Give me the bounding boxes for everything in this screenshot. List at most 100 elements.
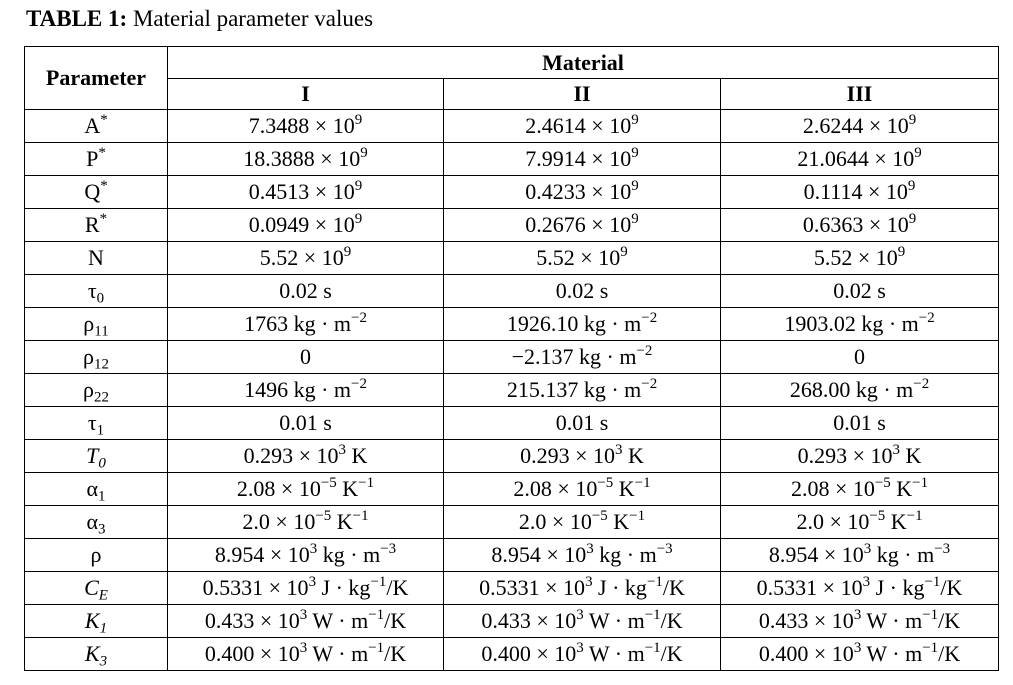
value-unit: K xyxy=(336,476,359,501)
value-unit: J · kg xyxy=(870,575,925,600)
table-row: ρ22 1496 kg · m−2 215.137 kg · m−2 268.00 k… xyxy=(24,373,1000,407)
value-mantissa: 2.0 × 10 xyxy=(796,509,870,534)
value-mantissa: 0.01 s xyxy=(555,410,609,435)
value-exponent: 3 xyxy=(576,640,584,657)
header-material-ii: II xyxy=(443,78,721,110)
parameter-name: CE xyxy=(84,575,108,604)
parameter-name: K1 xyxy=(85,608,107,636)
value-cell: 0.0949 × 109 xyxy=(167,208,444,242)
parameter-name: ρ22 xyxy=(83,377,109,406)
value-cell: 2.0 × 10−5 K−1 xyxy=(719,505,1000,539)
parameter-symbol: α xyxy=(86,476,99,501)
table-row: T0 0.293 × 103 K 0.293 × 103 K 0.293 × 103 … xyxy=(24,439,1000,473)
value-mantissa: 268.00 kg · m xyxy=(789,377,914,402)
value-unit-exponent: −1 xyxy=(646,574,663,591)
value-mantissa: 0.293 × 10 xyxy=(797,443,893,468)
value-unit-exponent: −3 xyxy=(380,541,397,558)
value-cell: 0.400 × 103 W · m−1/K xyxy=(167,637,444,671)
value-cell: −2.137 kg · m−2 xyxy=(443,340,721,374)
table-row: Q* 0.4513 × 109 0.4233 × 109 0.1114 × 109 xyxy=(24,175,1000,209)
parameter-subscript: 1 xyxy=(96,422,105,439)
parameter-name: Q* xyxy=(84,179,107,205)
value-unit-tail: /K xyxy=(940,575,963,600)
value-unit-exponent: −1 xyxy=(634,475,651,492)
value-mantissa: 2.0 × 10 xyxy=(242,509,316,534)
parameter-subscript: 12 xyxy=(94,356,109,373)
parameter-symbol: Q xyxy=(84,179,101,204)
value-cell: 0.4233 × 109 xyxy=(443,175,721,209)
value-unit-exponent: −1 xyxy=(906,508,923,525)
value-exponent: 9 xyxy=(631,211,639,228)
value-unit-tail: /K xyxy=(660,608,683,633)
value-mantissa: 0.5331 × 10 xyxy=(756,575,863,600)
value-unit-exponent: −1 xyxy=(629,508,646,525)
value-unit-exponent: −3 xyxy=(656,541,673,558)
parameter-cell: N xyxy=(24,241,168,275)
value-cell: 0.5331 × 103 J · kg−1/K xyxy=(167,571,444,605)
value-exponent: 3 xyxy=(338,442,346,459)
table-caption: TABLE 1: Material parameter values xyxy=(26,6,373,32)
value-cell: 0 xyxy=(719,340,1000,374)
parameter-superscript: * xyxy=(98,145,106,162)
value-cell: 7.9914 × 109 xyxy=(443,142,721,176)
value-exponent: 3 xyxy=(299,607,308,624)
parameter-subscript: E xyxy=(98,587,108,604)
value-cell: 2.0 × 10−5 K−1 xyxy=(443,505,721,539)
parameter-symbol: A xyxy=(84,113,101,138)
value-cell: 1903.02 kg · m−2 xyxy=(719,307,1000,341)
value-exponent: 3 xyxy=(853,607,862,624)
value-cell: 1763 kg · m−2 xyxy=(167,307,444,341)
parameter-cell: R* xyxy=(24,208,168,242)
value-mantissa: 5.52 × 10 xyxy=(259,245,344,270)
value-unit: W · m xyxy=(583,608,645,633)
value-unit-exponent: −1 xyxy=(368,640,385,657)
value-exponent: −2 xyxy=(641,376,658,393)
value-unit-tail: /K xyxy=(938,608,961,633)
value-mantissa: 1763 kg · m xyxy=(244,311,352,336)
value-cell: 1496 kg · m−2 xyxy=(167,373,444,407)
value-unit-tail: /K xyxy=(386,575,409,600)
value-mantissa: 0.293 × 10 xyxy=(243,443,339,468)
parameter-subscript: 22 xyxy=(94,389,109,406)
value-mantissa: 0.1114 × 10 xyxy=(803,179,908,204)
value-exponent: 3 xyxy=(299,640,308,657)
table-row: K1 0.433 × 103 W · m−1/K 0.433 × 103 W · m… xyxy=(24,604,1000,638)
value-unit: W · m xyxy=(861,608,923,633)
value-cell: 0.2676 × 109 xyxy=(443,208,721,242)
value-cell: 0.6363 × 109 xyxy=(719,208,1000,242)
parameter-symbol: ρ xyxy=(83,344,95,369)
value-cell: 2.08 × 10−5 K−1 xyxy=(443,472,721,506)
value-unit-tail: /K xyxy=(662,575,685,600)
parameter-cell: K1 xyxy=(24,604,168,638)
value-mantissa: 0.433 × 10 xyxy=(204,608,300,633)
value-mantissa: 1903.02 kg · m xyxy=(784,311,919,336)
table-row: CE 0.5331 × 103 J · kg−1/K 0.5331 × 103 J … xyxy=(24,571,1000,605)
value-unit: K xyxy=(346,443,368,468)
table-row: P* 18.3888 × 109 7.9914 × 109 21.0644 × 109 xyxy=(24,142,1000,176)
parameter-cell: τ0 xyxy=(24,274,168,308)
value-exponent: −5 xyxy=(591,508,608,525)
table-row: ρ12 0 −2.137 kg · m−2 0 xyxy=(24,340,1000,374)
value-exponent: 9 xyxy=(914,145,922,162)
value-exponent: 3 xyxy=(308,574,317,591)
parameter-symbol: ρ xyxy=(83,311,95,336)
parameter-cell: ρ12 xyxy=(24,340,168,374)
value-mantissa: 0.2676 × 10 xyxy=(525,212,632,237)
value-cell: 7.3488 × 109 xyxy=(167,109,444,143)
value-cell: 2.08 × 10−5 K−1 xyxy=(719,472,1000,506)
value-cell: 0.293 × 103 K xyxy=(167,439,444,473)
parameter-cell: α3 xyxy=(24,505,168,539)
table-row: α3 2.0 × 10−5 K−1 2.0 × 10−5 K−1 2.0 × 10−5… xyxy=(24,505,1000,539)
caption-label: TABLE 1: xyxy=(26,6,128,31)
value-mantissa: 0.293 × 10 xyxy=(520,443,616,468)
parameter-symbol: τ xyxy=(87,410,97,435)
value-unit-exponent: −1 xyxy=(368,607,385,624)
value-exponent: 9 xyxy=(354,178,363,195)
parameter-cell: ρ xyxy=(24,538,168,572)
value-mantissa: 2.0 × 10 xyxy=(518,509,592,534)
parameter-cell: P* xyxy=(24,142,168,176)
value-cell: 2.0 × 10−5 K−1 xyxy=(167,505,444,539)
parameter-symbol: K xyxy=(84,641,100,666)
value-unit-exponent: −1 xyxy=(644,640,661,657)
parameter-name: R* xyxy=(85,212,107,238)
